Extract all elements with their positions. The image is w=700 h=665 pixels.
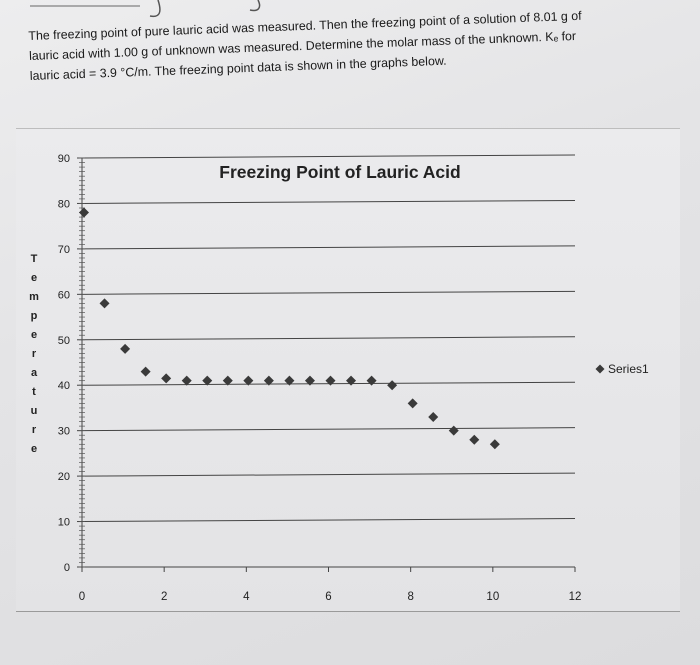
data-point — [304, 375, 315, 386]
y-axis-label-letter: e — [31, 329, 37, 341]
data-point — [243, 375, 254, 386]
y-tick-label: 10 — [58, 517, 70, 529]
x-tick-label: 12 — [569, 591, 582, 603]
gridline — [81, 336, 576, 341]
y-axis-label-letter: m — [29, 291, 39, 303]
y-axis-label-letter: e — [31, 272, 37, 284]
data-point — [346, 375, 357, 386]
y-tick-label: 0 — [64, 562, 70, 574]
axes — [81, 158, 575, 568]
gridline — [81, 472, 576, 477]
data-point — [161, 373, 172, 384]
gridline — [81, 154, 576, 159]
x-tick-label: 2 — [161, 591, 167, 603]
data-point — [79, 207, 89, 218]
y-tick-label: 50 — [58, 335, 70, 347]
data-point — [489, 439, 500, 450]
x-tick-label: 6 — [325, 591, 331, 603]
data-point — [407, 398, 418, 409]
y-axis-label-letter: r — [32, 348, 37, 360]
gridline — [81, 290, 576, 295]
data-point — [284, 375, 295, 386]
gridlines — [77, 154, 576, 568]
data-point — [366, 375, 377, 386]
y-tick-labels: 0 10 20 30 40 50 60 70 80 90 — [58, 153, 70, 574]
gridline — [81, 427, 576, 432]
data-point — [140, 366, 151, 377]
data-point — [202, 375, 213, 386]
data-point — [222, 375, 233, 386]
gridline — [81, 381, 576, 386]
gridline — [81, 245, 576, 250]
y-tick-label: 70 — [58, 244, 70, 256]
y-axis-label-letter: u — [31, 405, 38, 417]
data-point — [428, 412, 439, 423]
y-axis-label-letter: t — [32, 386, 36, 398]
x-tick-label: 8 — [407, 591, 413, 603]
x-tick-label: 4 — [243, 591, 250, 603]
chart-area — [16, 128, 680, 612]
y-tick-label: 40 — [58, 380, 70, 392]
y-axis-label-letter: e — [31, 443, 37, 455]
data-point — [181, 375, 192, 386]
y-tick-label: 90 — [58, 153, 70, 165]
gridline — [81, 199, 576, 204]
chart-title: Freezing Point of Lauric Acid — [219, 162, 460, 182]
x-tick-label: 10 — [486, 591, 499, 603]
gridline — [81, 518, 576, 523]
y-axis-label-letter: a — [31, 367, 38, 379]
y-tick-label: 30 — [58, 426, 70, 438]
data-point — [469, 434, 480, 445]
data-point — [325, 375, 336, 386]
handwriting-scribble-icon — [30, 0, 261, 18]
data-point — [448, 425, 459, 436]
y-axis-label-letter: T — [31, 253, 38, 265]
x-tick-labels: 0 2 4 6 8 10 12 — [79, 591, 582, 603]
data-points — [79, 207, 500, 450]
y-axis-label-letter: p — [31, 310, 38, 322]
minor-ticks — [79, 157, 576, 572]
legend-marker — [595, 364, 605, 374]
data-point — [387, 380, 398, 391]
data-point — [263, 375, 274, 386]
y-axis-label-letter: r — [32, 424, 37, 436]
y-tick-label: 20 — [58, 471, 70, 483]
y-tick-label: 80 — [58, 198, 70, 210]
y-tick-label: 60 — [58, 289, 70, 301]
legend-label: Series1 — [608, 362, 649, 376]
x-tick-label: 0 — [79, 591, 85, 603]
data-point — [99, 298, 110, 309]
legend: Series1 — [595, 362, 649, 376]
data-point — [120, 343, 131, 354]
